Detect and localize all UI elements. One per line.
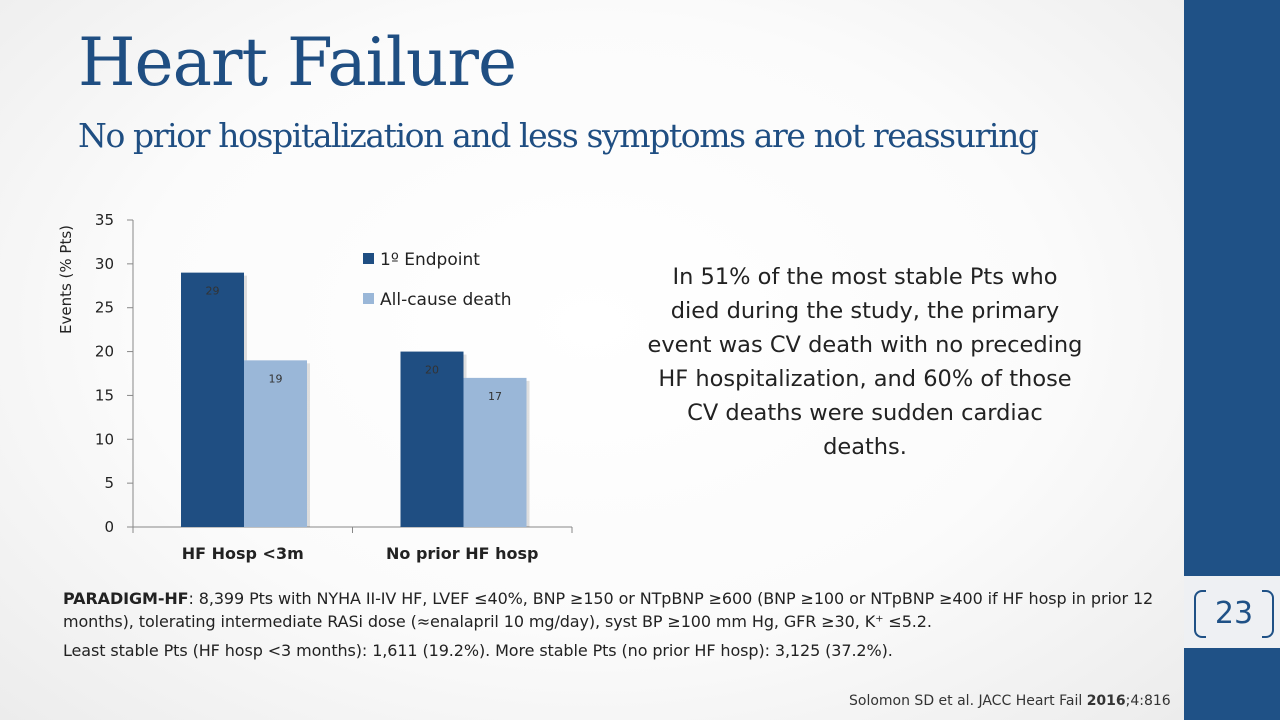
citation-suffix: ;4:816 (1125, 693, 1171, 709)
y-tick-label: 5 (104, 474, 114, 492)
citation: Solomon SD et al. JACC Heart Fail 2016;4… (849, 693, 1171, 709)
y-tick-label: 15 (95, 386, 114, 404)
x-category-label: HF Hosp <3m (182, 544, 304, 563)
citation-year: 2016 (1086, 693, 1126, 709)
legend-label: 1º Endpoint (380, 250, 480, 270)
trial-criteria: : 8,399 Pts with NYHA II-IV HF, LVEF ≤40… (63, 589, 1154, 631)
y-axis-label: Events (% Pts) (57, 225, 75, 334)
y-tick-label: 25 (95, 299, 114, 317)
bar-data-label: 20 (425, 364, 439, 377)
page-number-text: 23 (1214, 595, 1254, 631)
trial-description: PARADIGM-HF: 8,399 Pts with NYHA II-IV H… (63, 587, 1173, 633)
bar-data-label: 19 (269, 372, 283, 385)
slide-subtitle: No prior hospitalization and less sympto… (78, 116, 1039, 155)
right-bracket-icon (1262, 590, 1274, 638)
trial-name: PARADIGM-HF (63, 589, 189, 608)
bar (400, 351, 464, 527)
bar-data-label: 17 (488, 390, 502, 403)
bar (463, 377, 527, 527)
legend-swatch (363, 293, 374, 304)
callout-text: In 51% of the most stable Pts who died d… (647, 264, 1083, 460)
y-tick-label: 20 (95, 343, 114, 361)
citation-prefix: Solomon SD et al. JACC Heart Fail (849, 693, 1087, 709)
y-tick-label: 0 (104, 518, 114, 536)
left-bracket-icon (1194, 590, 1206, 638)
bar-data-label: 29 (206, 285, 220, 298)
stability-description: Least stable Pts (HF hosp <3 months): 1,… (63, 641, 893, 660)
y-tick-label: 10 (95, 430, 114, 448)
bar (244, 360, 307, 527)
y-tick-label: 30 (95, 255, 114, 273)
legend-label: All-cause death (380, 290, 512, 310)
bar-chart: 0 5 10 15 20 25 30 35 Events (% Pts) 29 19 HF Hosp … (57, 211, 573, 563)
x-category-label: No prior HF hosp (386, 544, 538, 563)
page-number: 23 (1194, 590, 1274, 638)
y-tick-label: 35 (95, 211, 114, 229)
slide-title: Heart Failure (78, 24, 517, 101)
legend-swatch (363, 253, 374, 264)
trial-notes: PARADIGM-HF: 8,399 Pts with NYHA II-IV H… (63, 587, 1173, 662)
bar (181, 272, 244, 527)
